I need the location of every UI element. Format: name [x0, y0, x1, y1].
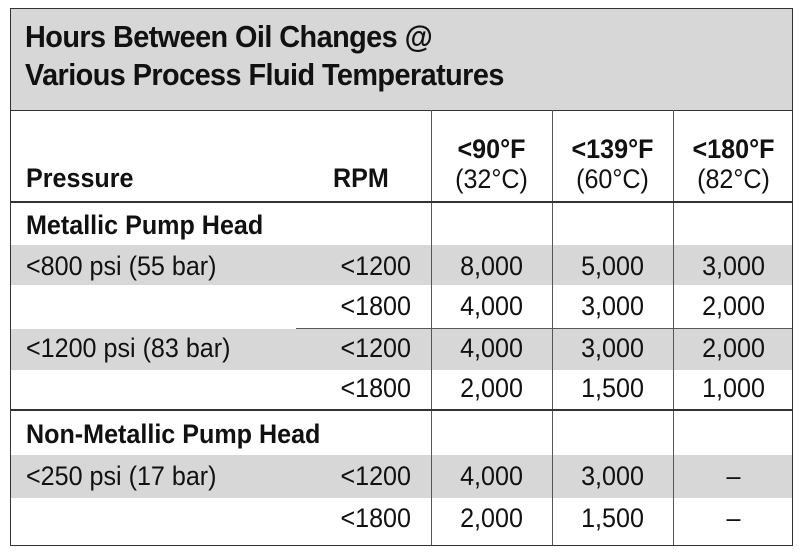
col-divider-2	[552, 110, 553, 545]
row-1-value-1: 8,000	[460, 251, 523, 281]
row-3-rpm: <1200	[340, 333, 411, 363]
row-4-rpm: <1800	[340, 373, 411, 403]
row-1-value-2: 5,000	[581, 251, 644, 281]
title-line-2: Various Process Fluid Temperatures	[25, 57, 504, 92]
row-4-value-2: 1,500	[581, 373, 644, 403]
row-6-rpm: <1800	[340, 503, 411, 533]
shade-row-1	[11, 245, 792, 285]
header-temp-1-f: <90°F	[457, 134, 526, 164]
row-6-value-1: 2,000	[460, 503, 523, 533]
row-2-rpm: <1800	[340, 291, 411, 321]
row-divider-1	[296, 328, 792, 329]
row-6-value-3: –	[726, 503, 741, 533]
row-5-value-3: –	[726, 461, 741, 491]
header-temp-1-c: (32°C)	[455, 164, 528, 194]
header-temp-2: <139°F (60°C)	[556, 134, 669, 194]
row-5-value-2: 3,000	[581, 461, 644, 491]
row-4-value-1: 2,000	[460, 373, 523, 403]
row-5-value-1: 4,000	[460, 461, 523, 491]
header-temp-3: <180°F (82°C)	[677, 134, 790, 194]
row-1-pressure: <800 psi (55 bar)	[26, 251, 217, 281]
row-1-rpm: <1200	[340, 251, 411, 281]
shade-row-5	[11, 455, 792, 498]
section-title-metallic: Metallic Pump Head	[26, 210, 264, 240]
row-3-value-1: 4,000	[460, 333, 523, 363]
row-3-value-3: 2,000	[702, 333, 765, 363]
col-divider-1	[431, 110, 432, 545]
row-5-pressure: <250 psi (17 bar)	[26, 461, 217, 491]
row-3-pressure: <1200 psi (83 bar)	[26, 333, 231, 363]
header-temp-3-c: (82°C)	[697, 164, 770, 194]
row-2-value-3: 2,000	[702, 291, 765, 321]
header-divider	[11, 201, 792, 203]
title-line-1: Hours Between Oil Changes @	[25, 19, 433, 54]
oil-change-table: Hours Between Oil Changes @ Various Proc…	[10, 8, 793, 546]
row-6-value-2: 1,500	[581, 503, 644, 533]
row-2-value-1: 4,000	[460, 291, 523, 321]
header-pressure: Pressure	[26, 163, 134, 193]
section-title-non-metallic: Non-Metallic Pump Head	[26, 419, 321, 449]
header-temp-2-c: (60°C)	[576, 164, 649, 194]
header-temp-1: <90°F (32°C)	[435, 134, 548, 194]
header-temp-3-f: <180°F	[692, 134, 775, 164]
row-4-value-3: 1,000	[702, 373, 765, 403]
shade-row-3	[11, 329, 792, 370]
header-rpm: RPM	[333, 163, 389, 193]
section-divider	[11, 409, 792, 411]
table-title: Hours Between Oil Changes @ Various Proc…	[11, 9, 792, 111]
row-5-rpm: <1200	[340, 461, 411, 491]
row-1-value-3: 3,000	[702, 251, 765, 281]
header-temp-2-f: <139°F	[571, 134, 654, 164]
row-3-value-2: 3,000	[581, 333, 644, 363]
row-2-value-2: 3,000	[581, 291, 644, 321]
col-divider-3	[673, 110, 674, 545]
